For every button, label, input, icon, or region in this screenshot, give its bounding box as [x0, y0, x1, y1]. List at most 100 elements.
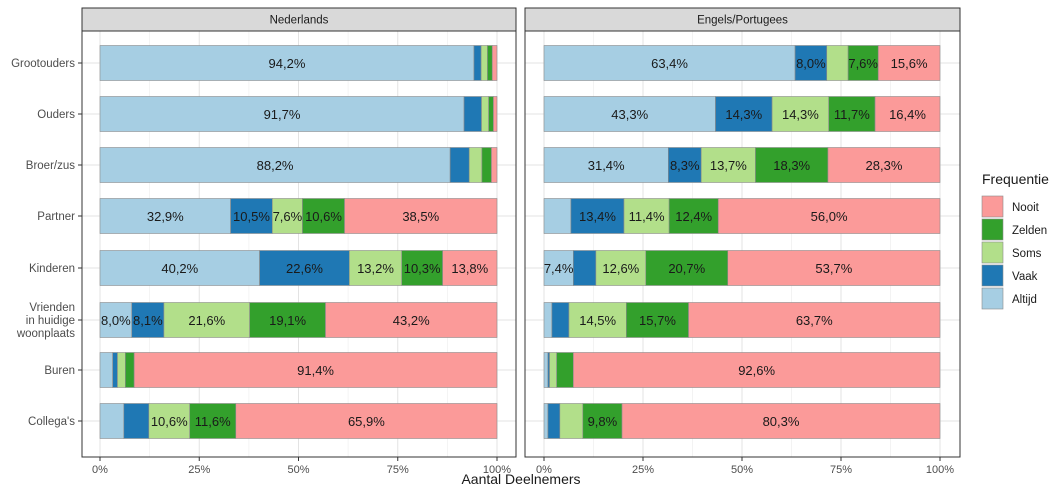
bar-segment-vaak	[131, 302, 165, 338]
y-tick-label: Kinderen	[29, 263, 75, 275]
bar-segment-vaak	[547, 403, 561, 439]
bar-segment-vaak	[230, 198, 273, 234]
bar-segment-soms	[271, 198, 303, 234]
bar-segment-vaak	[551, 302, 570, 338]
bar-segment-altijd	[99, 250, 260, 286]
data-label: 91,4%	[297, 363, 334, 378]
bar-segment-zelden	[189, 403, 237, 439]
data-label: 43,2%	[393, 313, 430, 328]
bar-segment-soms	[595, 250, 647, 286]
data-label: 65,9%	[348, 414, 385, 429]
x-tick-label: 25%	[632, 464, 654, 476]
data-label: 56,0%	[811, 209, 848, 224]
y-tick-label: Ouders	[37, 109, 75, 121]
legend-label: Vaak	[1012, 271, 1038, 283]
bar-segment-vaak	[473, 45, 482, 81]
data-label: 22,6%	[286, 261, 323, 276]
bar-row-1-2: 31,4% 8,3% 13,7% 18,3% 28,3%	[543, 147, 941, 183]
bar-segment-zelden	[668, 198, 719, 234]
bar-row-0-6: 91,4%	[99, 352, 498, 388]
bar-segment-nooit	[827, 147, 941, 183]
data-label: 8,1%	[133, 313, 163, 328]
bar-row-0-7: 10,6% 11,6% 65,9%	[99, 403, 498, 439]
data-label: 91,7%	[264, 107, 301, 122]
x-tick-label: 75%	[387, 464, 409, 476]
data-label: 8,3%	[670, 158, 700, 173]
bar-segment-soms	[700, 147, 756, 183]
data-label: 14,3%	[782, 107, 819, 122]
data-label: 15,6%	[891, 56, 928, 71]
data-label: 94,2%	[269, 56, 306, 71]
bar-segment-altijd	[543, 302, 553, 338]
bar-segment-altijd	[543, 96, 716, 132]
bar-segment-soms	[826, 45, 849, 81]
bar-segment-nooit	[874, 96, 941, 132]
data-label: 32,9%	[147, 209, 184, 224]
bar-segment-zelden	[645, 250, 729, 286]
bar-segment-nooit	[493, 96, 498, 132]
bar-segment-vaak	[668, 147, 702, 183]
x-tick-label: 50%	[731, 464, 753, 476]
data-label: 10,6%	[151, 414, 188, 429]
data-label: 8,0%	[101, 313, 131, 328]
y-tick-label: Collega's	[28, 416, 75, 428]
data-label: 7,4%	[544, 261, 574, 276]
data-label: 16,4%	[889, 107, 926, 122]
bar-row-1-4: 7,4% 12,6% 20,7% 53,7%	[543, 250, 941, 286]
bar-segment-vaak	[112, 352, 118, 388]
bar-segment-zelden	[556, 352, 574, 388]
data-label: 88,2%	[257, 158, 294, 173]
legend-item-nooit: Nooit	[981, 195, 1040, 218]
legend-item-altijd: Altijd	[981, 287, 1037, 310]
bar-segment-nooit	[325, 302, 498, 338]
bar-segment-zelden	[302, 198, 345, 234]
bar-row-0-1: 91,7%	[99, 96, 498, 132]
bar-segment-soms	[568, 302, 627, 338]
bar-segment-soms	[549, 352, 557, 388]
bar-segment-vaak	[449, 147, 470, 183]
bar-segment-nooit	[133, 352, 498, 388]
bar-segment-nooit	[442, 250, 498, 286]
bar-segment-soms	[117, 352, 126, 388]
x-tick-label: 0%	[92, 464, 108, 476]
bar-segment-vaak	[794, 45, 828, 81]
data-label: 13,4%	[579, 209, 616, 224]
legend-label: Nooit	[1012, 202, 1040, 214]
bar-segment-altijd	[99, 198, 231, 234]
data-label: 11,6%	[195, 414, 231, 429]
data-label: 63,4%	[651, 56, 688, 71]
x-tick-label: 25%	[188, 464, 210, 476]
bar-segment-soms	[771, 96, 830, 132]
bar-segment-nooit	[621, 403, 941, 439]
legend-label: Zelden	[1012, 225, 1047, 237]
bar-segment-zelden	[488, 96, 494, 132]
legend-label: Altijd	[1012, 294, 1037, 306]
facet-title-0: Nederlands	[270, 15, 329, 27]
bar-row-1-6: 92,6%	[543, 352, 941, 388]
bar-segment-altijd	[543, 352, 549, 388]
legend-item-vaak: Vaak	[981, 264, 1038, 287]
legend-item-soms: Soms	[981, 241, 1042, 264]
facet-title-1: Engels/Portugees	[697, 15, 788, 27]
bar-segment-vaak	[123, 403, 150, 439]
data-label: 10,5%	[233, 209, 270, 224]
data-label: 20,7%	[668, 261, 705, 276]
bar-segment-soms	[349, 250, 403, 286]
data-label: 13,8%	[451, 261, 488, 276]
x-tick-label: 100%	[483, 464, 511, 476]
data-label: 21,6%	[188, 313, 225, 328]
legend-swatch	[981, 264, 1004, 287]
bar-segment-soms	[468, 147, 483, 183]
x-tick-label: 75%	[830, 464, 852, 476]
x-axis-label: Aantal Deelnemers	[461, 471, 580, 487]
bar-segment-nooit	[491, 147, 498, 183]
legend-swatch	[981, 287, 1004, 310]
bar-row-0-5: 8,0% 8,1% 21,6% 19,1% 43,2%	[99, 302, 498, 338]
bar-segment-soms	[559, 403, 584, 439]
bar-segment-zelden	[481, 147, 492, 183]
bar-row-1-3: 13,4% 11,4% 12,4% 56,0%	[543, 198, 941, 234]
data-label: 13,2%	[357, 261, 394, 276]
bar-segment-altijd	[99, 352, 114, 388]
data-label: 53,7%	[815, 261, 852, 276]
